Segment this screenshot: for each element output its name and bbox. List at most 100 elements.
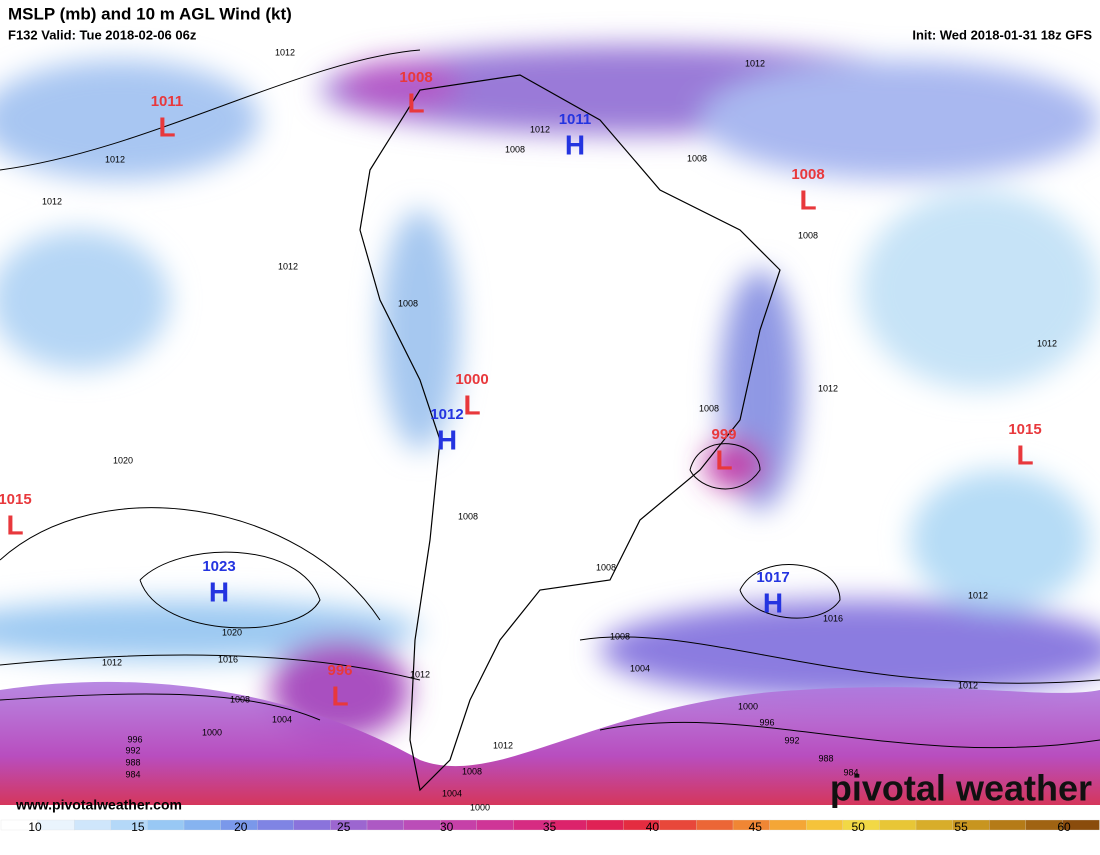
center-type: L <box>799 184 816 215</box>
colorbar-swatch <box>989 819 1027 831</box>
isobar-label: 1020 <box>113 455 133 465</box>
center-type: L <box>6 509 23 540</box>
colorbar-tick-label: 60 <box>1057 820 1071 834</box>
isobar-label: 1012 <box>105 154 125 164</box>
colorbar-tick-label: 20 <box>234 820 248 834</box>
center-value: 1008 <box>791 166 824 183</box>
center-value: 1000 <box>455 371 488 388</box>
center-type: H <box>565 129 585 160</box>
colorbar-tick-label: 35 <box>543 820 557 834</box>
isobar-label: 996 <box>759 717 774 727</box>
isobar-label: 984 <box>843 767 858 777</box>
isobar-label: 1008 <box>462 766 482 776</box>
colorbar-swatch <box>476 819 515 831</box>
south-america-outline <box>359 74 781 792</box>
isobar-label: 1008 <box>798 230 818 240</box>
colorbar-swatch <box>806 819 844 831</box>
isobar-label: 1000 <box>738 701 758 711</box>
url: www.pivotalweather.com <box>15 797 182 813</box>
isobar-label: 1012 <box>958 680 978 690</box>
center-value: 1015 <box>1008 421 1041 438</box>
isobar-label: 1008 <box>699 403 719 413</box>
isobar-label: 1012 <box>102 657 122 667</box>
center-type: H <box>437 424 457 455</box>
center-type: L <box>158 111 175 142</box>
center-value: 996 <box>327 662 352 679</box>
southern-wind-band <box>0 681 1100 805</box>
colorbar-tick-label: 45 <box>749 820 763 834</box>
center-value: 1008 <box>399 69 432 86</box>
colorbar-swatch <box>74 819 112 831</box>
isobar-label: 1000 <box>202 727 222 737</box>
center-value: 1011 <box>151 93 184 110</box>
colorbar-swatch <box>293 819 332 831</box>
colorbar-swatch <box>586 819 624 831</box>
isobars <box>0 49 1100 749</box>
isobar-label: 1008 <box>398 298 418 308</box>
center-value: 1011 <box>559 111 592 128</box>
colorbar-tick-label: 30 <box>440 820 454 834</box>
colorbar-tick-label: 50 <box>852 820 866 834</box>
center-type: L <box>715 444 732 475</box>
brand-watermark: pivotal weather <box>830 768 1092 809</box>
isobar-label: 1008 <box>596 562 616 572</box>
center-value: 1017 <box>756 569 789 586</box>
colorbar-tick-label: 55 <box>954 820 968 834</box>
isobar-label: 992 <box>784 735 799 745</box>
isobar-label: 1004 <box>272 714 292 724</box>
isobar-label: 1020 <box>222 627 242 637</box>
isobar-label: 1012 <box>410 669 430 679</box>
center-value: 999 <box>711 426 736 443</box>
isobar-label: 1012 <box>818 383 838 393</box>
isobar-label: 1012 <box>1037 338 1057 348</box>
colorbar-swatch <box>403 819 441 831</box>
colorbar-swatch <box>366 819 405 831</box>
isobar-label: 984 <box>125 769 140 779</box>
center-type: H <box>209 576 229 607</box>
isobar-label: 1008 <box>458 511 478 521</box>
center-type: L <box>1016 439 1033 470</box>
colorbar-tick-label: 10 <box>28 820 42 834</box>
colorbar-swatch <box>37 819 75 831</box>
isobar-label: 1016 <box>218 654 238 664</box>
isobar-label: 988 <box>125 757 140 767</box>
isobar-label: 1016 <box>823 613 843 623</box>
isobar-label: 1008 <box>610 631 630 641</box>
colorbar-swatch <box>696 819 734 831</box>
isobar-label: 1012 <box>530 124 550 134</box>
colorbar-swatch <box>879 819 917 831</box>
isobar-label: 1012 <box>275 47 295 57</box>
isobar-label: 1004 <box>630 663 650 673</box>
isobar-label: 1012 <box>745 58 765 68</box>
isobar-label: 1012 <box>42 196 62 206</box>
isobar-label: 1008 <box>687 153 707 163</box>
center-type: L <box>407 87 424 118</box>
colorbar-swatch <box>257 819 295 831</box>
colorbar-swatch <box>183 819 222 831</box>
center-type: H <box>763 587 783 618</box>
center-type: L <box>331 680 348 711</box>
center-value: 1012 <box>430 406 463 423</box>
isobar-label: 1012 <box>968 590 988 600</box>
center-value: 1023 <box>202 558 235 575</box>
center-value: 1015 <box>0 491 32 508</box>
colorbar-tick-label: 15 <box>131 820 145 834</box>
isobar-label: 992 <box>125 745 140 755</box>
colorbar-swatch <box>769 819 807 831</box>
center-type: L <box>463 389 480 420</box>
isobar-label: 1012 <box>278 261 298 271</box>
isobar-label: 1012 <box>493 740 513 750</box>
colorbar-swatch <box>147 819 185 831</box>
colorbar-tick-label: 25 <box>337 820 351 834</box>
isobar-label: 1000 <box>470 802 490 812</box>
colorbar-swatch <box>659 819 698 831</box>
wind-shading <box>0 45 1100 740</box>
isobar-label: 1008 <box>505 144 525 154</box>
colorbar-swatch <box>915 819 954 831</box>
isobar-label: 1008 <box>230 694 250 704</box>
valid-time: F132 Valid: Tue 2018-02-06 06z <box>8 27 197 42</box>
isobar-label: 1004 <box>442 788 462 798</box>
isobar-label: 988 <box>818 753 833 763</box>
isobar-label: 996 <box>127 734 142 744</box>
